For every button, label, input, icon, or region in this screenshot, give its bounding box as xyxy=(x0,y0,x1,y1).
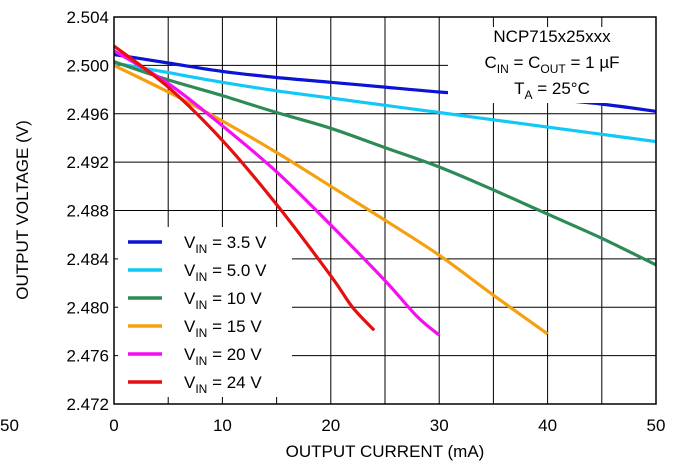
x-tick-label: 50 xyxy=(647,416,666,435)
series-line-3 xyxy=(113,60,657,267)
legend-label-2: VIN = 5.0 V xyxy=(184,261,267,284)
y-tick-labels: 2.472 2.476 2.480 2.484 2.488 2.492 2.496 2.500… xyxy=(66,8,109,414)
plot-frame xyxy=(113,16,657,405)
legend-label-6: VIN = 24 V xyxy=(184,373,262,396)
x-tick-label: 20 xyxy=(321,416,340,435)
y-axis-title: OUTPUT VOLTAGE (V) xyxy=(13,120,32,299)
y-tick-label: 2.488 xyxy=(66,202,109,221)
y-tick-label: 2.496 xyxy=(66,105,109,124)
x-axis-title: OUTPUT CURRENT (mA) xyxy=(286,442,485,461)
legend-background xyxy=(118,227,292,397)
x-tick-label: 0 xyxy=(109,416,118,435)
stray-x-tick-label: 50 xyxy=(0,416,19,435)
y-tick-label: 2.492 xyxy=(66,153,109,172)
series-line-4 xyxy=(113,63,549,336)
y-tick-label: 2.472 xyxy=(66,395,109,414)
series-lines xyxy=(113,44,657,337)
legend-label-5: VIN = 20 V xyxy=(184,345,262,368)
y-tick-label: 2.476 xyxy=(66,347,109,366)
y-tick-label: 2.484 xyxy=(66,250,109,269)
annotation-capacitance: CIN = COUT = 1 µF xyxy=(484,53,619,76)
y-tick-label: 2.504 xyxy=(66,8,109,27)
series-line-5 xyxy=(113,49,441,337)
y-tick-label: 2.480 xyxy=(66,298,109,317)
x-tick-label: 10 xyxy=(213,416,232,435)
series-line-2 xyxy=(113,61,657,144)
series-line-6 xyxy=(113,44,376,332)
annotation-temperature: TA = 25°C xyxy=(514,79,590,102)
annotation-part-number: NCP715x25xxx xyxy=(493,27,611,46)
legend-label-4: VIN = 15 V xyxy=(184,317,262,340)
y-tick-label: 2.500 xyxy=(66,56,109,75)
legend-label-3: VIN = 10 V xyxy=(184,289,262,312)
x-tick-label: 40 xyxy=(538,416,557,435)
annotation-background xyxy=(448,27,656,103)
x-tick-label: 30 xyxy=(430,416,449,435)
x-tick-labels: 0 10 20 30 40 50 xyxy=(109,416,665,435)
legend: VIN = 3.5 V VIN = 5.0 V VIN = 10 V VIN = 15… xyxy=(128,233,267,396)
legend-label-1: VIN = 3.5 V xyxy=(184,233,267,256)
